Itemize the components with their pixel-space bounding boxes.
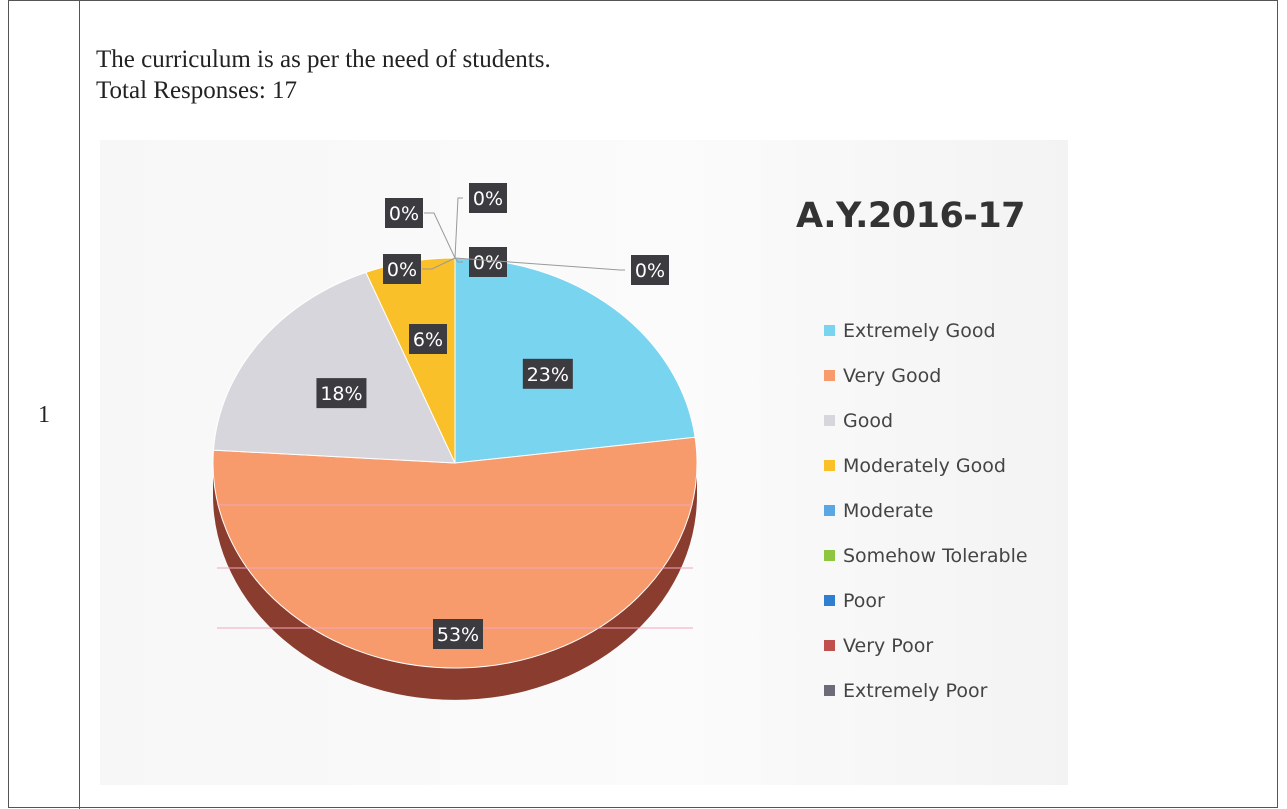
data-label-box [469,247,507,277]
chart-legend: Extremely Good Very Good Good Moderately Go… [824,308,1028,713]
data-label: 0% [473,188,503,210]
legend-swatch [824,460,835,471]
data-label: 23% [527,364,569,386]
legend-swatch [824,505,835,516]
data-label: 6% [413,329,443,351]
legend-item: Very Poor [824,623,1028,668]
legend-label: Moderate [843,499,934,522]
question-text: The curriculum is as per the need of stu… [96,46,551,73]
legend-swatch [824,325,835,336]
legend-swatch [824,595,835,606]
legend-swatch [824,550,835,561]
leader-line [454,257,625,271]
data-label: 53% [437,624,479,646]
column-divider [79,0,80,809]
row-number: 1 [38,402,50,428]
legend-item: Extremely Poor [824,668,1028,713]
data-label: 0% [635,260,665,282]
legend-item: Somehow Tolerable [824,533,1028,578]
data-label-box [631,255,669,285]
legend-label: Extremely Poor [843,679,988,702]
legend-item: Very Good [824,353,1028,398]
leader-line [454,197,463,259]
legend-item: Good [824,398,1028,443]
data-label-box [385,198,423,228]
leader-line [454,257,463,263]
legend-label: Somehow Tolerable [843,544,1028,567]
legend-label: Very Good [843,364,942,387]
data-label-box [433,619,483,649]
total-responses: Total Responses: 17 [96,77,298,104]
data-label-box [469,183,507,213]
data-label: 18% [320,383,362,405]
legend-label: Extremely Good [843,319,996,342]
pie-slice [454,257,696,464]
leader-line [422,257,456,270]
legend-label: Moderately Good [843,454,1006,477]
legend-label: Good [843,409,894,432]
legend-label: Very Poor [843,634,934,657]
legend-swatch [824,415,835,426]
legend-item: Moderate [824,488,1028,533]
legend-swatch [824,370,835,381]
pie-slice [212,436,698,669]
data-label-box [409,324,447,354]
question-block: The curriculum is as per the need of stu… [96,44,551,106]
data-label-box [383,254,421,284]
data-label-box [522,358,573,389]
legend-swatch [824,640,835,651]
pie-slice [212,271,456,464]
data-label-box [316,378,367,409]
legend-swatch [824,685,835,696]
data-label: 0% [389,203,419,225]
legend-item: Moderately Good [824,443,1028,488]
data-label: 0% [473,252,503,274]
legend-item: Extremely Good [824,308,1028,353]
leader-line [424,212,456,259]
data-label: 0% [387,259,417,281]
legend-label: Poor [843,589,885,612]
table-frame [8,0,1278,808]
chart-title: A.Y.2016-17 [796,196,1026,236]
legend-item: Poor [824,578,1028,623]
